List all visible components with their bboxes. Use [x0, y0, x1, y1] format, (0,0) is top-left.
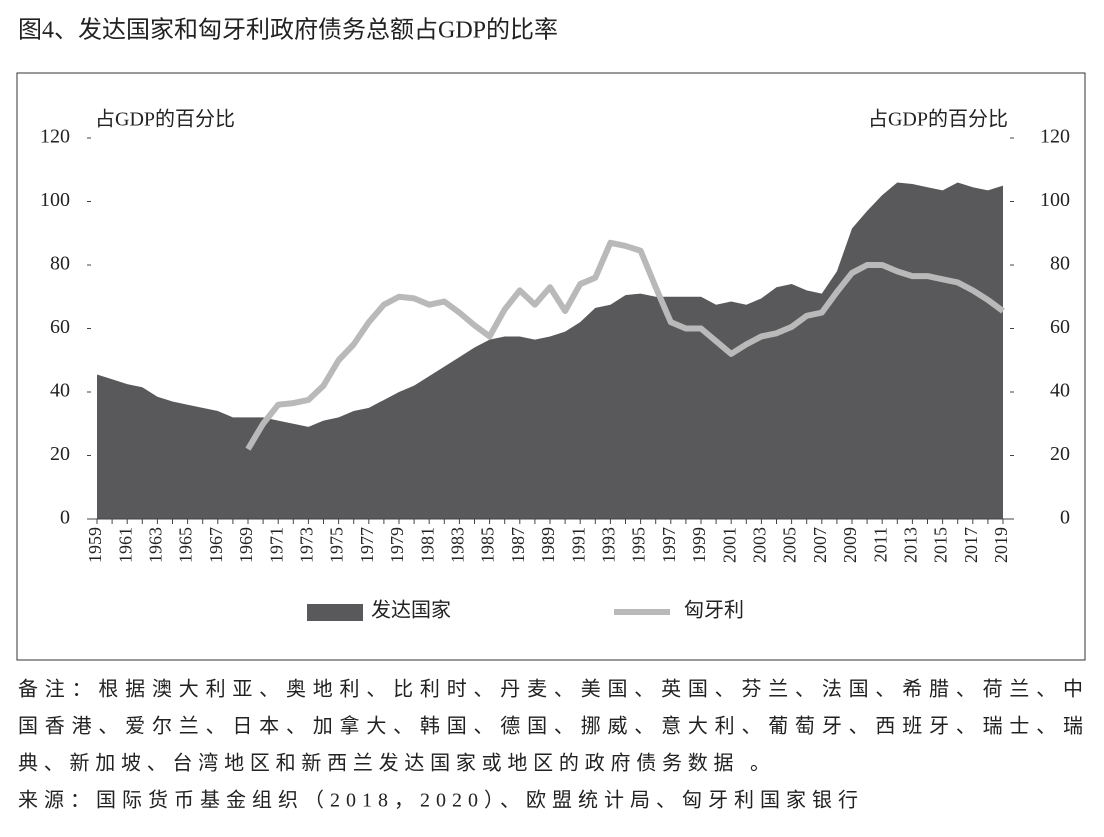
y-axis-label: 占GDP的百分比 — [95, 108, 235, 131]
x-tick-label: 1999 — [689, 527, 709, 563]
x-tick-label: 1981 — [417, 527, 437, 563]
area — [97, 182, 1003, 519]
y2-tick-label: 40 — [1050, 380, 1070, 402]
x-tick-label: 2005 — [780, 527, 800, 563]
legend-label: 发达国家 — [371, 599, 451, 622]
y2-tick-label: 0 — [1060, 507, 1070, 529]
chart-frame — [16, 72, 1086, 661]
x-tick-label: 1983 — [448, 527, 468, 563]
x-tick-label: 2019 — [991, 527, 1011, 563]
y2-tick-label: 80 — [1050, 253, 1070, 275]
y2-tick-label: 120 — [1040, 126, 1070, 148]
y2-tick-label: 60 — [1050, 316, 1070, 338]
legend-swatch — [307, 604, 363, 621]
source: 来源：国际货币基金组织（2018，2020）、欧盟统计局、匈牙利国家银行 — [18, 789, 858, 812]
x-tick-label: 1985 — [478, 527, 498, 563]
x-tick-label: 1959 — [85, 527, 105, 563]
x-tick-label: 2007 — [810, 527, 830, 563]
x-tick-label: 1965 — [176, 527, 196, 563]
note-line: 典、新加坡、台湾地区和新西兰发达国家或地区的政府债务数据 。 — [18, 752, 770, 775]
x-tick-label: 2009 — [840, 527, 860, 563]
x-tick-label: 1969 — [236, 527, 256, 563]
legend-label: 匈牙利 — [684, 599, 744, 622]
y2-tick-label: 20 — [1050, 443, 1070, 465]
y-tick-label: 20 — [50, 443, 70, 465]
x-tick-label: 2003 — [750, 527, 770, 563]
y2-tick-label: 100 — [1040, 189, 1070, 211]
y-tick-label: 80 — [50, 253, 70, 275]
x-tick-label: 1971 — [266, 527, 286, 563]
y-tick-label: 40 — [50, 380, 70, 402]
x-tick-label: 2001 — [719, 527, 739, 563]
x-tick-label: 2017 — [961, 527, 981, 563]
x-tick-label: 1977 — [357, 527, 377, 563]
x-tick-label: 1997 — [659, 527, 679, 563]
y-tick-label: 100 — [40, 189, 70, 211]
chart-title: 图4、发达国家和匈牙利政府债务总额占GDP的比率 — [18, 17, 558, 44]
x-tick-label: 1995 — [629, 527, 649, 563]
y-tick-label: 120 — [40, 126, 70, 148]
x-tick-label: 1967 — [206, 527, 226, 563]
x-tick-label: 1987 — [508, 527, 528, 563]
x-tick-label: 2013 — [901, 527, 921, 563]
x-tick-label: 2015 — [931, 527, 951, 563]
x-tick-label: 1973 — [297, 527, 317, 563]
x-tick-label: 1975 — [327, 527, 347, 563]
note-line: 国香港、爱尔兰、日本、加拿大、韩国、德国、挪威、意大利、葡萄牙、西班牙、瑞士、瑞 — [18, 714, 1083, 738]
x-tick-label: 1991 — [568, 527, 588, 563]
line — [245, 239, 1005, 451]
x-tick-label: 1989 — [538, 527, 558, 563]
y2-axis-label: 占GDP的百分比 — [868, 108, 1008, 131]
x-tick-label: 1993 — [599, 527, 619, 563]
y-tick-label: 60 — [50, 316, 70, 338]
x-tick-label: 2011 — [870, 527, 890, 562]
x-tick-label: 1979 — [387, 527, 407, 563]
y-tick-label: 0 — [60, 507, 70, 529]
x-tick-label: 1963 — [146, 527, 166, 563]
note-line: 备注：根据澳大利亚、奥地利、比利时、丹麦、美国、英国、芬兰、法国、希腊、荷兰、中 — [18, 678, 1083, 701]
x-tick-label: 1961 — [115, 527, 135, 563]
